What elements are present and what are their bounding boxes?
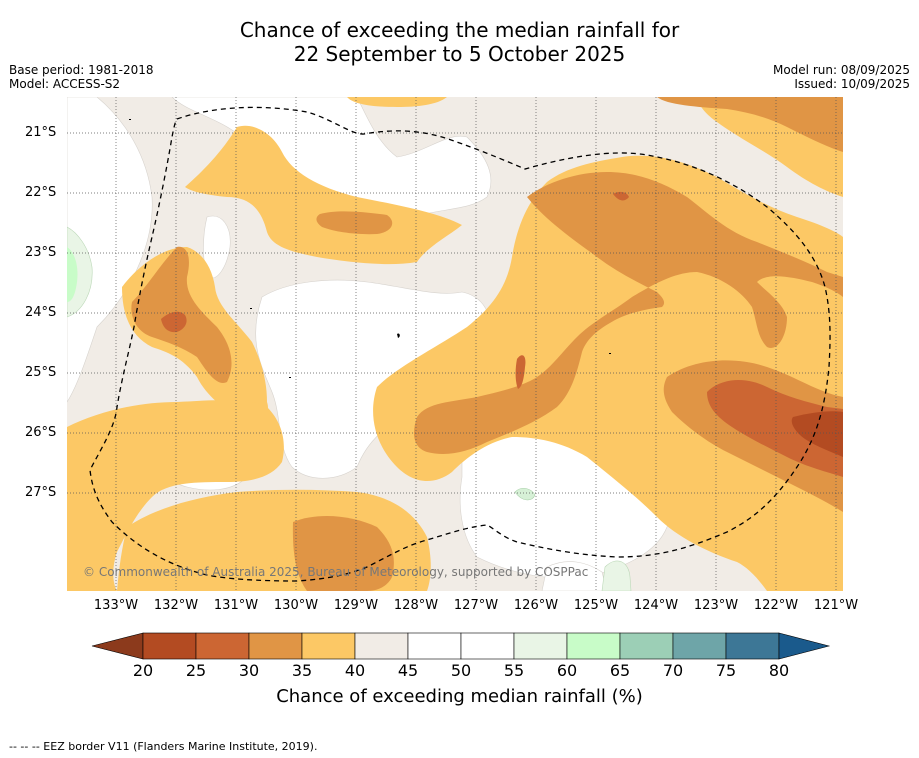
colorbar-segment-lt20 — [91, 632, 144, 660]
colorbar-segment-70-75 — [672, 632, 727, 660]
colorbar-tick-20: 20 — [132, 661, 154, 680]
colorbar-segment-75-80 — [725, 632, 780, 660]
colorbar-segment-35-40 — [301, 632, 356, 660]
colorbar-tick-40: 40 — [344, 661, 366, 680]
colorbar-label: Chance of exceeding median rainfall (%) — [276, 686, 643, 707]
colorbar-segment-45-50 — [407, 632, 462, 660]
lat-label-22s: 22°S — [25, 185, 57, 200]
base-period: Base period: 1981-2018 — [9, 63, 154, 77]
eez-border-legend: -- -- -- EEZ border V11 (Flanders Marine… — [9, 740, 318, 753]
meta-right: Model run: 08/09/2025 Issued: 10/09/2025 — [773, 63, 910, 91]
colorbar-tick-70: 70 — [662, 661, 684, 680]
colorbar — [91, 632, 831, 660]
colorbar-segment-60-65 — [566, 632, 621, 660]
title-line-1: Chance of exceeding the median rainfall … — [239, 18, 680, 42]
copyright-notice: © Commonwealth of Australia 2025, Bureau… — [83, 565, 589, 579]
lon-label-123w: 123°W — [693, 598, 739, 613]
lon-label-124w: 124°W — [633, 598, 679, 613]
colorbar-tick-45: 45 — [397, 661, 419, 680]
colorbar-segment-25-30 — [195, 632, 250, 660]
map-canvas — [67, 97, 843, 591]
colorbar-tick-35: 35 — [291, 661, 313, 680]
isolated-marks — [129, 119, 611, 378]
lon-label-122w: 122°W — [753, 598, 799, 613]
colorbar-segment-55-60 — [513, 632, 568, 660]
green-region-center — [514, 487, 536, 501]
model-name: Model: ACCESS-S2 — [9, 77, 121, 91]
colorbar-segments — [91, 632, 831, 660]
eez-border — [89, 106, 831, 582]
map-title: Chance of exceeding the median rainfall … — [0, 18, 919, 66]
title-line-2: 22 September to 5 October 2025 — [293, 42, 626, 66]
lat-label-23s: 23°S — [25, 245, 57, 260]
lat-label-25s: 25°S — [25, 365, 57, 380]
colorbar-segment-30-35 — [248, 632, 303, 660]
colorbar-tick-60: 60 — [556, 661, 578, 680]
issued-date: Issued: 10/09/2025 — [794, 77, 910, 91]
lon-label-128w: 128°W — [393, 598, 439, 613]
lat-label-24s: 24°S — [25, 305, 57, 320]
green-region-south — [601, 560, 632, 591]
colorbar-segment-50-55 — [460, 632, 515, 660]
dark-brown-regions — [161, 191, 843, 477]
colorbar-tick-50: 50 — [450, 661, 472, 680]
lat-label-27s: 27°S — [25, 485, 57, 500]
grid-lines — [67, 97, 843, 591]
colorbar-tick-75: 75 — [715, 661, 737, 680]
lon-label-132w: 132°W — [153, 598, 199, 613]
colorbar-tick-80: 80 — [768, 661, 790, 680]
lon-label-133w: 133°W — [93, 598, 139, 613]
green-region-west-inner — [67, 247, 78, 302]
lat-label-26s: 26°S — [25, 425, 57, 440]
lon-label-125w: 125°W — [573, 598, 619, 613]
lon-label-121w: 121°W — [813, 598, 859, 613]
meta-left: Base period: 1981-2018 Model: ACCESS-S2 — [9, 63, 154, 91]
lat-label-21s: 21°S — [25, 125, 57, 140]
lon-label-126w: 126°W — [513, 598, 559, 613]
colorbar-tick-25: 25 — [185, 661, 207, 680]
colorbar-segment-40-45 — [354, 632, 409, 660]
model-run: Model run: 08/09/2025 — [772, 63, 910, 77]
colorbar-segment-65-70 — [619, 632, 674, 660]
colorbar-tick-65: 65 — [609, 661, 631, 680]
colorbar-tick-30: 30 — [238, 661, 260, 680]
colorbar-segment-gt80 — [778, 632, 831, 660]
lon-label-129w: 129°W — [333, 598, 379, 613]
lon-label-127w: 127°W — [453, 598, 499, 613]
colorbar-tick-55: 55 — [503, 661, 525, 680]
rainfall-map: © Commonwealth of Australia 2025, Bureau… — [67, 97, 843, 591]
lon-label-131w: 131°W — [213, 598, 259, 613]
lon-label-130w: 130°W — [273, 598, 319, 613]
colorbar-segment-20-25 — [142, 632, 197, 660]
